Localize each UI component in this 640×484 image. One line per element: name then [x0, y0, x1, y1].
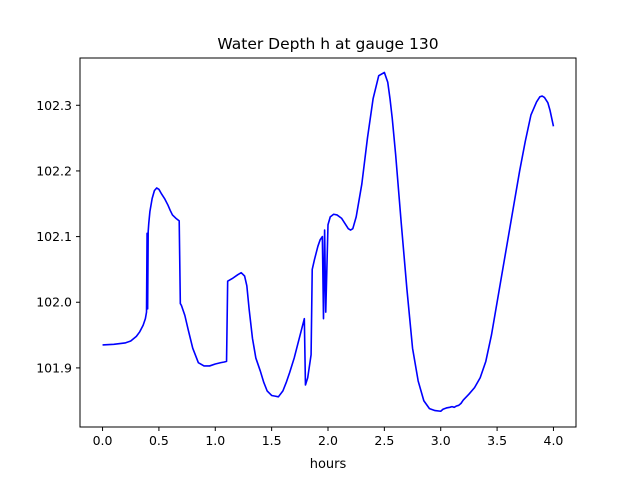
y-axis: 101.9 102.0 102.1 102.2 102.3 [36, 98, 80, 375]
y-tick-label: 102.0 [36, 295, 72, 310]
series-line-0 [102, 71, 555, 413]
x-tick-label: 1.0 [205, 433, 225, 448]
x-tick-label: 3.5 [487, 433, 507, 448]
x-axis-label: hours [310, 457, 347, 472]
x-tick-label: 0.0 [93, 433, 113, 448]
y-tick-label: 101.9 [36, 360, 72, 375]
chart-title: Water Depth h at gauge 130 [217, 35, 438, 53]
x-tick-label: 3.0 [431, 433, 451, 448]
x-tick-label: 2.5 [374, 433, 394, 448]
x-axis: 0.0 0.5 1.0 1.5 2.0 2.5 3.0 3.5 4.0 [93, 427, 564, 448]
x-tick-label: 4.0 [544, 433, 564, 448]
y-tick-label: 102.3 [36, 98, 72, 113]
plot-area [102, 71, 555, 413]
x-tick-label: 0.5 [149, 433, 169, 448]
y-tick-label: 102.2 [36, 163, 72, 178]
x-tick-label: 1.5 [262, 433, 282, 448]
x-tick-label: 2.0 [318, 433, 338, 448]
y-tick-label: 102.1 [36, 229, 72, 244]
